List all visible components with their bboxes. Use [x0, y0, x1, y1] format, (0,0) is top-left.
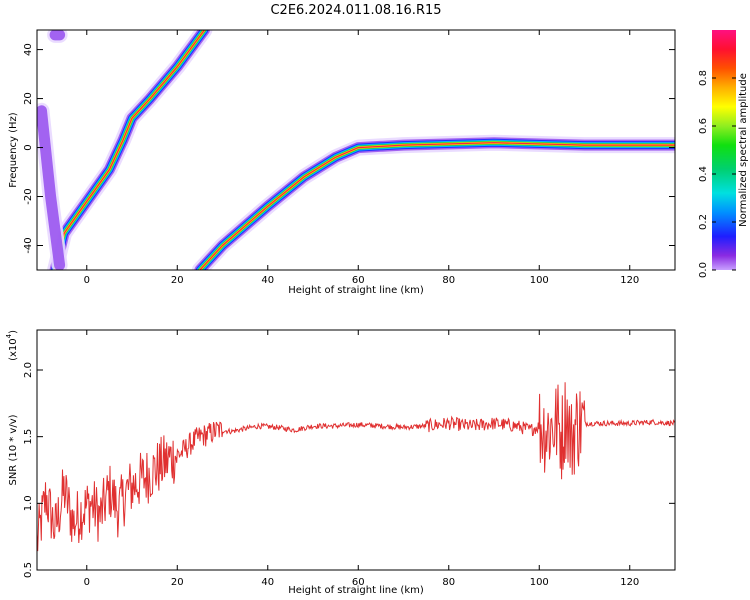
y-tick-label: 1.5 [23, 429, 34, 445]
spectrogram-ridges [37, 30, 675, 270]
x-tick-label: 20 [171, 577, 184, 588]
snr-xlabel: Height of straight line (km) [288, 585, 424, 596]
snr-ylabel: SNR (10 * v/v) [8, 414, 19, 485]
colorbar-tick-label: 0.2 [698, 214, 709, 230]
snr-series-line [37, 382, 675, 552]
snr-scale-suffix: ) [8, 330, 19, 334]
x-tick-label: 20 [171, 275, 184, 286]
colorbar-tick-label: 0.8 [698, 70, 709, 86]
x-tick-label: 40 [261, 275, 274, 286]
colorbar-gradient [712, 30, 736, 270]
snr-scale-exponent: 4 [5, 333, 13, 338]
snr-panel: 0 20 40 60 80 100 120 0.5 1.0 1.5 2.0 Height of s… [5, 329, 676, 596]
snr-frame [36, 329, 676, 571]
svg-text:(x104): (x104) [5, 330, 19, 361]
y-tick-label: 1.0 [23, 495, 34, 511]
snr-scale-label: (x104) [5, 330, 19, 361]
x-tick-label: 120 [620, 275, 639, 286]
ridge-band [54, 30, 205, 270]
colorbar-label: Normalized spectral amplitude [738, 73, 749, 227]
spectrogram-frame [36, 29, 676, 271]
y-tick-label: 20 [23, 92, 34, 105]
colorbar-ticks: 0.0 0.2 0.4 0.6 0.8 [698, 70, 736, 278]
x-tick-label: 80 [442, 577, 455, 588]
y-tick-label: -40 [23, 237, 34, 253]
snr-x-ticks: 0 20 40 60 80 100 120 [84, 330, 639, 588]
ridge-band [37, 105, 66, 270]
x-tick-label: 40 [261, 577, 274, 588]
ridge-band [199, 142, 675, 270]
y-tick-label: -20 [23, 188, 34, 204]
spectrogram-panel: 0 20 40 60 80 100 120 -40 -20 0 20 40 Height of st… [8, 29, 676, 296]
x-tick-label: 0 [84, 275, 90, 286]
spectrogram-y-ticks: -40 -20 0 20 40 [23, 43, 675, 254]
x-tick-label: 0 [84, 577, 90, 588]
x-tick-label: 100 [530, 275, 549, 286]
x-tick-label: 60 [352, 577, 365, 588]
chart-title: C2E6.2024.011.08.16.R15 [270, 3, 441, 18]
spectrogram-ylabel: Frequency (Hz) [8, 112, 19, 188]
x-tick-label: 60 [352, 275, 365, 286]
ridge-band [51, 30, 209, 270]
snr-scale-prefix: (x10 [8, 338, 19, 361]
spectrogram-xlabel: Height of straight line (km) [288, 285, 424, 296]
x-tick-label: 120 [620, 577, 639, 588]
colorbar: 0.0 0.2 0.4 0.6 0.8 Normalized spectral ampl… [698, 30, 749, 278]
y-tick-label: 2.0 [23, 362, 34, 378]
x-tick-label: 80 [442, 275, 455, 286]
snr-y-ticks: 0.5 1.0 1.5 2.0 [23, 362, 675, 578]
y-tick-label: 0.5 [23, 562, 34, 578]
y-tick-label: 40 [23, 43, 34, 56]
spectrogram-plot-area [37, 30, 675, 270]
colorbar-tick-label: 0.4 [698, 166, 709, 182]
colorbar-tick-label: 0.6 [698, 118, 709, 134]
y-tick-label: 0 [23, 144, 34, 150]
colorbar-tick-label: 0.0 [698, 262, 709, 278]
spectrogram-x-ticks: 0 20 40 60 80 100 120 [84, 30, 639, 286]
x-tick-label: 100 [530, 577, 549, 588]
ridge-band [196, 139, 675, 270]
